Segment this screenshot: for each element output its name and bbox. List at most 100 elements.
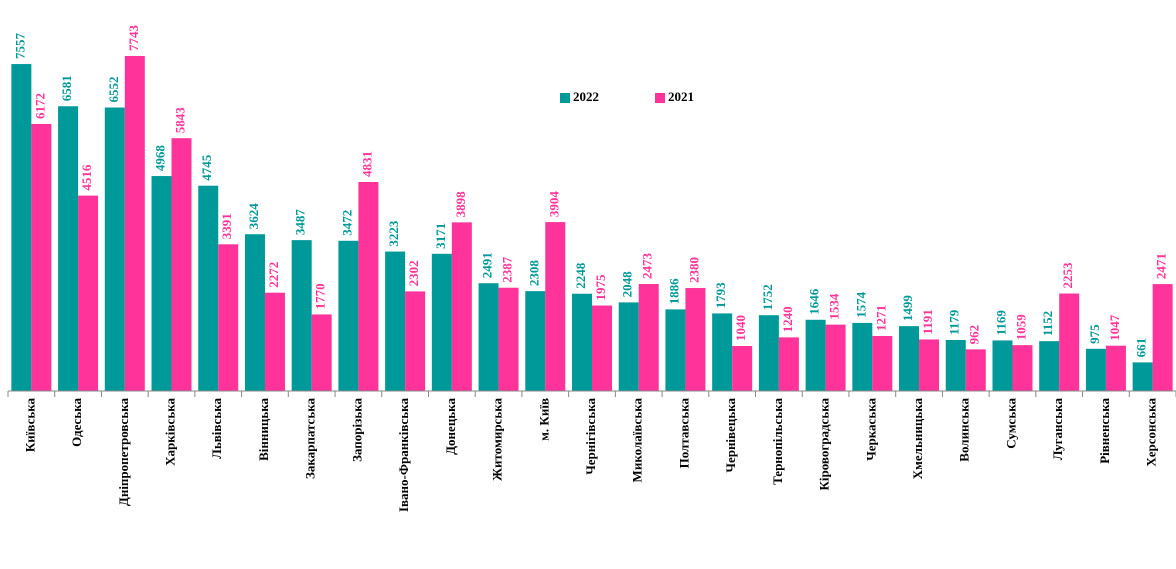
legend-label: 2022 — [573, 89, 599, 104]
x-tick-label: Харківська — [163, 398, 178, 466]
bar — [758, 315, 779, 391]
value-label: 1886 — [666, 278, 681, 305]
value-label: 1499 — [900, 295, 915, 322]
value-label: 7557 — [12, 33, 27, 60]
value-label: 1240 — [780, 306, 795, 332]
bar — [151, 176, 172, 391]
x-tick-label: Чернігівська — [583, 398, 598, 475]
bar — [311, 314, 332, 391]
bar — [478, 283, 499, 391]
value-label: 2471 — [1154, 253, 1169, 279]
value-label: 6581 — [59, 75, 74, 101]
value-label: 1770 — [313, 283, 328, 309]
bar — [338, 240, 359, 391]
value-label: 1047 — [1107, 314, 1122, 341]
bar — [124, 56, 145, 391]
bar — [665, 309, 686, 391]
bar — [431, 253, 452, 391]
bar — [58, 106, 79, 391]
value-label: 5843 — [173, 107, 188, 134]
x-tick-label: Полтавська — [676, 398, 691, 469]
bar — [899, 326, 920, 391]
x-tick-label: Вінницька — [256, 398, 271, 461]
bar — [592, 305, 612, 391]
value-label: 975 — [1087, 324, 1102, 344]
value-label: 2302 — [406, 260, 421, 286]
bar — [1132, 362, 1153, 391]
bar — [825, 324, 846, 391]
bar — [1152, 284, 1173, 391]
bar — [291, 240, 312, 391]
value-label: 3624 — [246, 203, 261, 230]
x-tick-label: Рівненська — [1097, 398, 1112, 464]
bar — [264, 292, 285, 391]
value-label: 2473 — [640, 253, 655, 280]
bar — [778, 337, 799, 391]
x-tick-label: Тернопільська — [770, 398, 785, 485]
value-label: 2380 — [686, 257, 701, 283]
value-label: 3898 — [453, 191, 468, 218]
value-label: 4968 — [153, 145, 168, 172]
x-tick-label: м. Київ — [536, 398, 551, 441]
bar — [1039, 341, 1060, 391]
value-label: 2272 — [266, 262, 281, 288]
bar — [78, 195, 99, 391]
x-tick-label: Хмельницька — [910, 398, 925, 480]
x-tick-label: Дніпропетровська — [116, 398, 131, 507]
value-label: 4831 — [359, 151, 374, 177]
value-label: 2491 — [480, 252, 495, 278]
bar — [244, 234, 265, 391]
bar — [198, 185, 219, 391]
value-label: 1574 — [853, 291, 868, 318]
bar — [712, 313, 733, 391]
bar — [618, 302, 639, 391]
x-tick-label: Донецька — [443, 398, 458, 455]
bar — [104, 107, 125, 392]
x-tick-label: Київська — [22, 398, 37, 453]
value-label: 2308 — [526, 260, 541, 287]
bar — [31, 123, 52, 392]
value-label: 7743 — [126, 25, 141, 52]
x-tick-label: Запорізька — [349, 398, 364, 462]
bar — [358, 181, 379, 391]
value-label: 962 — [967, 325, 982, 345]
x-tick-label: Волинська — [957, 398, 972, 462]
value-label: 1179 — [947, 309, 962, 335]
value-label: 1793 — [713, 282, 728, 309]
value-label: 1646 — [807, 288, 822, 315]
bar — [11, 64, 32, 391]
value-label: 2048 — [620, 271, 635, 298]
bar — [919, 339, 940, 391]
value-label: 3472 — [339, 210, 354, 236]
bar — [732, 346, 753, 391]
bar — [572, 293, 592, 391]
value-label: 661 — [1134, 338, 1149, 358]
bar — [992, 340, 1013, 391]
value-label: 1169 — [993, 310, 1008, 336]
bar — [1085, 348, 1106, 391]
bar — [638, 284, 659, 391]
x-tick-label: Івано-Франківська — [396, 398, 411, 513]
bar — [852, 322, 873, 391]
bar — [498, 287, 519, 391]
value-label: 4745 — [199, 154, 214, 181]
value-label: 1040 — [733, 315, 748, 341]
value-label: 2248 — [573, 262, 588, 289]
x-tick-label: Житомирська — [490, 398, 505, 481]
legend-label: 2021 — [668, 89, 694, 104]
value-label: 1752 — [760, 284, 775, 310]
value-label: 1152 — [1040, 311, 1055, 336]
bar — [685, 288, 706, 391]
value-label: 6552 — [106, 77, 121, 103]
value-label: 1059 — [1013, 314, 1028, 341]
value-label: 1191 — [920, 309, 935, 334]
bar — [385, 251, 406, 391]
x-tick-label: Львівська — [209, 398, 224, 459]
value-label: 2387 — [500, 256, 515, 283]
value-label: 4516 — [79, 164, 94, 191]
x-tick-label: Кіровоградська — [817, 398, 832, 491]
x-tick-label: Херсонська — [1144, 398, 1159, 467]
bar — [451, 222, 472, 391]
bar — [965, 349, 986, 391]
